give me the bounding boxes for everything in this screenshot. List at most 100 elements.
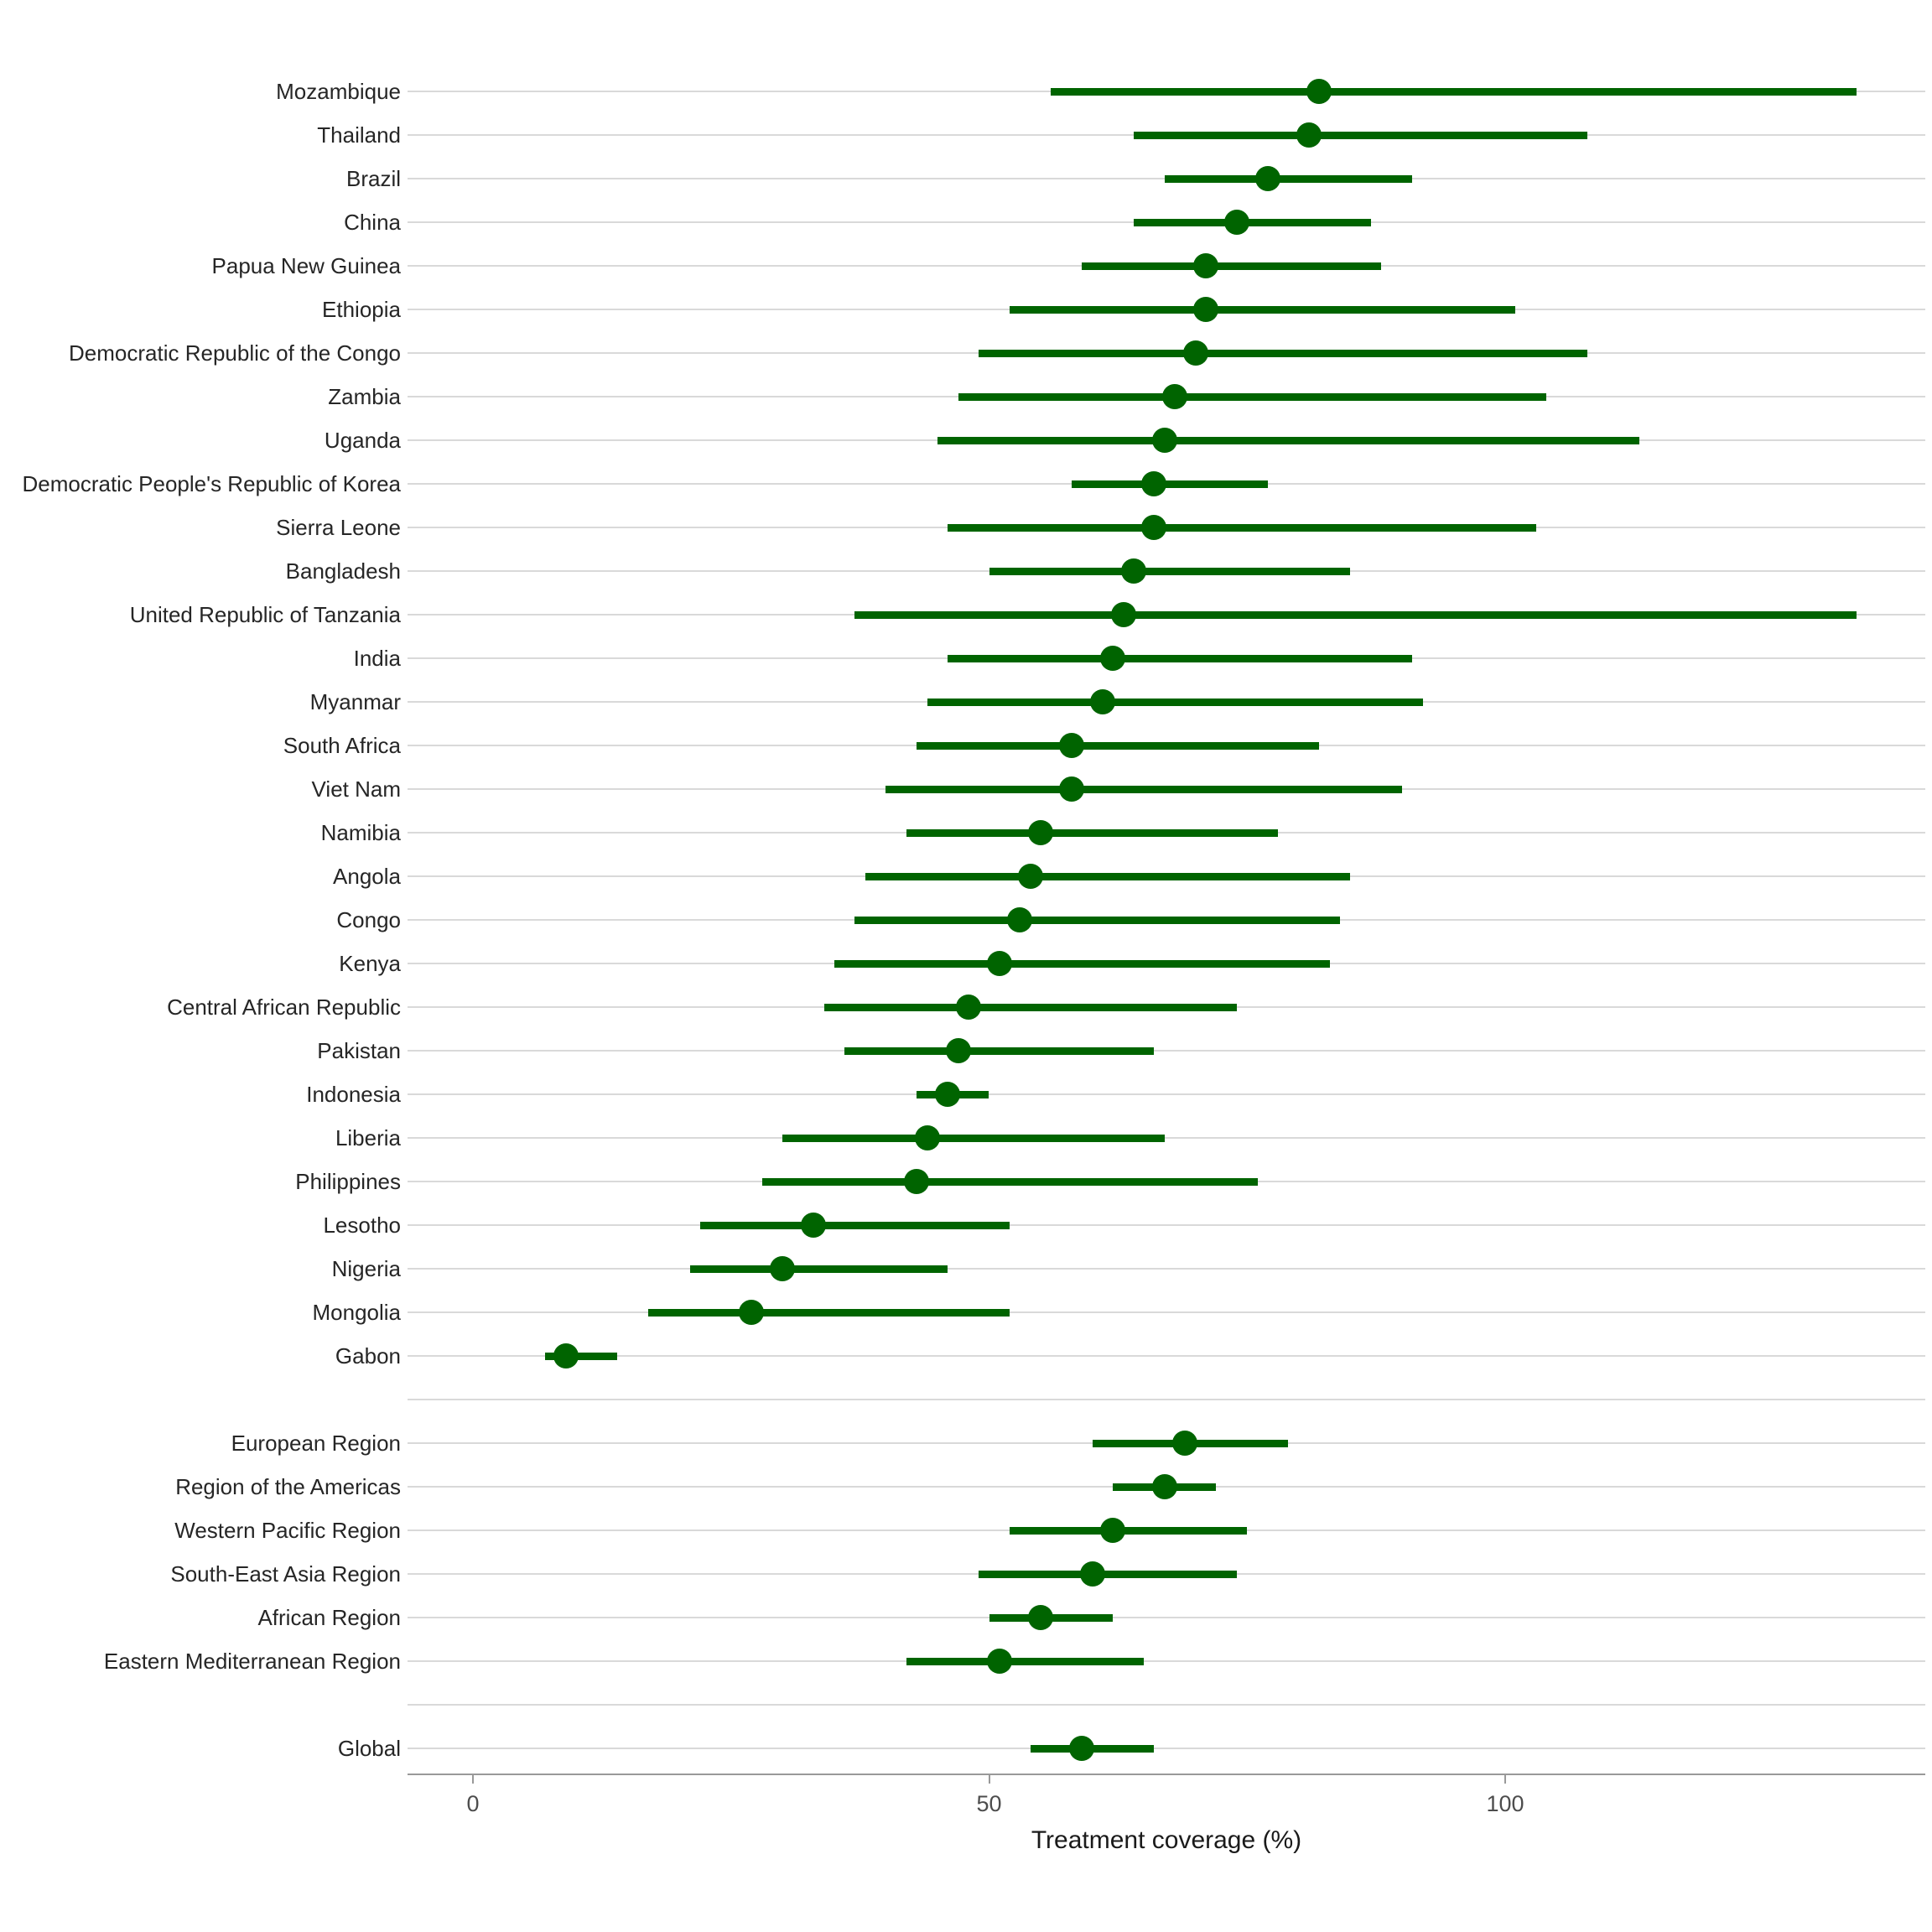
x-axis-tick [1504,1774,1506,1784]
y-axis-label: Thailand [317,122,401,148]
y-axis-label: South Africa [283,733,401,758]
y-axis-label: Angola [333,864,401,889]
y-axis-label: Myanmar [309,689,401,714]
point-estimate-dot [1306,79,1332,104]
confidence-interval-line [1071,480,1268,488]
y-axis-label: Central African Republic [167,995,401,1020]
gridline [408,1704,1925,1706]
point-estimate-dot [1100,1518,1126,1543]
y-axis-label: Region of the Americas [175,1474,401,1499]
confidence-interval-line [979,349,1588,357]
y-axis-label: Liberia [335,1125,401,1150]
y-axis-label: Mozambique [276,79,401,104]
y-axis-label: China [344,210,401,235]
y-axis-label: Sierra Leone [276,515,401,540]
point-estimate-dot [770,1256,796,1281]
x-axis-tick [472,1774,474,1784]
confidence-interval-line [854,916,1341,924]
gridline [408,1355,1925,1357]
point-estimate-dot [914,1125,940,1150]
point-estimate-dot [1069,1736,1095,1761]
point-estimate-dot [1100,646,1126,671]
y-axis-label: Zambia [328,384,401,409]
point-estimate-dot [1151,1474,1177,1499]
confidence-interval-line [937,436,1640,444]
confidence-interval-line [948,654,1413,662]
point-estimate-dot [1141,471,1167,496]
confidence-interval-line [1051,87,1857,96]
confidence-interval-line [886,785,1402,793]
confidence-interval-line [823,1003,1237,1011]
x-axis-tick-label: 100 [1486,1791,1524,1816]
confidence-interval-line [761,1177,1258,1186]
confidence-interval-line [865,872,1351,880]
gridline [408,1311,1925,1313]
y-axis-label: Eastern Mediterranean Region [103,1649,401,1674]
point-estimate-dot [1028,820,1054,845]
y-axis-label: South-East Asia Region [170,1561,401,1587]
confidence-interval-line [834,959,1330,968]
confidence-interval-line [1133,218,1371,226]
y-axis-label: Democratic Republic of the Congo [69,340,401,366]
point-estimate-dot [1007,907,1033,932]
y-axis-label: European Region [231,1431,401,1456]
y-axis-label: Viet Nam [311,776,401,802]
gridline [408,1748,1925,1749]
y-axis-label: Brazil [345,166,401,191]
y-axis-label: Ethiopia [322,297,401,322]
gridline [408,1224,1925,1226]
y-axis-label: Pakistan [317,1038,401,1063]
confidence-interval-line [699,1221,1010,1229]
y-axis-label: African Region [257,1605,401,1630]
point-estimate-dot [935,1082,961,1107]
confidence-interval-line [1010,305,1516,314]
point-estimate-dot [904,1169,930,1194]
confidence-interval-line [1164,174,1413,183]
point-estimate-dot [1223,210,1249,235]
y-axis-label: Global [337,1736,401,1761]
gridline [408,1137,1925,1139]
y-axis-label: India [353,646,401,671]
point-estimate-dot [1151,428,1177,453]
point-estimate-dot [801,1213,827,1238]
point-estimate-dot [1296,122,1322,148]
point-estimate-dot [1017,864,1043,889]
y-axis-label: Mongolia [312,1300,401,1325]
point-estimate-dot [1120,558,1146,584]
point-estimate-dot [739,1300,765,1325]
point-estimate-dot [1110,602,1136,627]
point-estimate-dot [1162,384,1188,409]
confidence-interval-line [948,523,1536,532]
gridline [408,1268,1925,1270]
y-axis-label: Philippines [295,1169,401,1194]
y-axis-label: Democratic People's Republic of Korea [22,471,401,496]
confidence-interval-line [927,698,1423,706]
confidence-interval-line [906,828,1279,837]
gridline [408,1050,1925,1052]
point-estimate-dot [1058,733,1084,758]
point-estimate-dot [1028,1605,1054,1630]
x-axis-tick [988,1774,990,1784]
point-estimate-dot [1182,340,1208,366]
confidence-interval-line [917,741,1320,750]
point-estimate-dot [553,1343,579,1368]
y-axis-label: Gabon [335,1343,401,1368]
x-axis-tick-label: 50 [976,1791,1002,1816]
confidence-interval-line [979,1570,1237,1578]
confidence-interval-line [782,1134,1165,1142]
gridline [408,1093,1925,1095]
confidence-interval-line [1133,131,1588,139]
point-estimate-dot [1254,166,1280,191]
confidence-interval-line [1082,262,1382,270]
point-estimate-dot [1172,1431,1198,1456]
y-axis-label: Papua New Guinea [211,253,401,278]
gridline [408,1660,1925,1662]
gridline [408,1399,1925,1400]
point-estimate-dot [1193,297,1218,322]
point-estimate-dot [1079,1561,1105,1587]
x-axis-line [408,1774,1925,1775]
x-axis-tick-label: 0 [466,1791,480,1816]
y-axis-label: Lesotho [323,1213,401,1238]
y-axis-label: Uganda [324,428,401,453]
